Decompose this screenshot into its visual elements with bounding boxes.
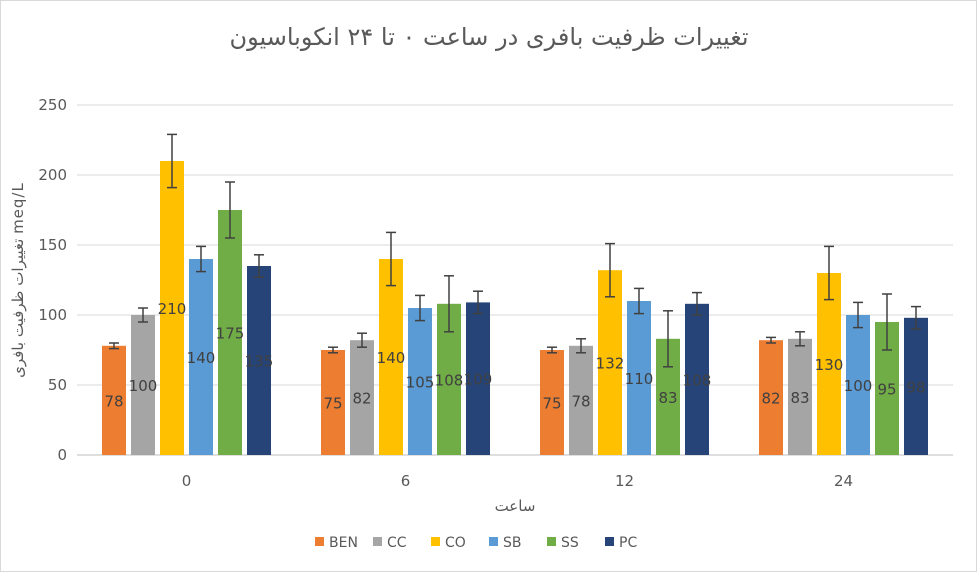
data-label: 140 bbox=[187, 349, 216, 367]
x-axis-title: ساعت bbox=[495, 497, 536, 515]
data-label: 109 bbox=[464, 371, 493, 389]
data-label: 82 bbox=[352, 390, 371, 408]
data-label: 105 bbox=[406, 374, 435, 392]
legend-swatch bbox=[373, 537, 382, 546]
error-bars bbox=[109, 133, 921, 368]
data-label: 100 bbox=[129, 377, 158, 395]
legend-label: SS bbox=[561, 535, 579, 551]
legend-swatch bbox=[605, 537, 614, 546]
bar bbox=[817, 273, 841, 455]
data-label: 175 bbox=[216, 325, 245, 343]
data-label: 95 bbox=[877, 381, 896, 399]
bar bbox=[247, 266, 271, 455]
data-label: 98 bbox=[906, 378, 925, 396]
bar bbox=[160, 161, 184, 455]
bar bbox=[466, 302, 490, 455]
bar bbox=[540, 350, 564, 455]
legend-swatch bbox=[489, 537, 498, 546]
data-label: 100 bbox=[844, 377, 873, 395]
y-tick-label: 250 bbox=[38, 96, 67, 114]
bar bbox=[379, 259, 403, 455]
legend-label: SB bbox=[503, 535, 522, 551]
x-tick-label: 12 bbox=[615, 472, 634, 490]
bar bbox=[627, 301, 651, 455]
data-label: 108 bbox=[683, 371, 712, 389]
data-label: 78 bbox=[104, 392, 123, 410]
bar bbox=[218, 210, 242, 455]
y-axis-title: تغییرات ظرفیت بافری meq/L bbox=[9, 182, 27, 378]
legend-label: BEN bbox=[329, 535, 358, 551]
y-tick-label: 150 bbox=[38, 236, 67, 254]
data-label: 83 bbox=[790, 389, 809, 407]
bar bbox=[598, 270, 622, 455]
data-label: 140 bbox=[377, 349, 406, 367]
bar bbox=[788, 338, 812, 455]
data-label: 75 bbox=[323, 395, 342, 413]
data-label: 210 bbox=[158, 300, 187, 318]
data-label: 108 bbox=[435, 371, 464, 389]
bar bbox=[904, 317, 928, 455]
x-tick-label: 6 bbox=[401, 472, 411, 490]
y-axis-ticks: 0 50 100 150 200 250 bbox=[38, 96, 67, 464]
bar bbox=[759, 340, 783, 455]
x-tick-label: 24 bbox=[834, 472, 853, 490]
data-label: 78 bbox=[571, 392, 590, 410]
legend-swatch bbox=[431, 537, 440, 546]
data-label: 83 bbox=[658, 389, 677, 407]
x-tick-label: 0 bbox=[182, 472, 192, 490]
bar bbox=[350, 340, 374, 455]
x-axis-ticks: 0 6 12 24 bbox=[182, 472, 853, 490]
legend-swatch bbox=[315, 537, 324, 546]
legend: BEN CC CO SB SS PC bbox=[315, 535, 637, 551]
data-label: 135 bbox=[245, 353, 274, 371]
bar bbox=[846, 315, 870, 455]
chart-title: تغییرات ظرفیت بافری در ساعت ۰ تا ۲۴ انکو… bbox=[229, 23, 748, 51]
legend-label: PC bbox=[619, 535, 637, 551]
y-tick-label: 200 bbox=[38, 166, 67, 184]
y-tick-label: 50 bbox=[48, 376, 67, 394]
bar bbox=[131, 315, 155, 455]
bar bbox=[569, 345, 593, 455]
data-label: 110 bbox=[625, 370, 654, 388]
data-label: 132 bbox=[596, 355, 625, 373]
data-label: 82 bbox=[761, 390, 780, 408]
bars bbox=[102, 161, 928, 455]
data-label: 130 bbox=[815, 356, 844, 374]
bar bbox=[408, 308, 432, 455]
legend-label: CO bbox=[445, 535, 466, 551]
legend-swatch bbox=[547, 537, 556, 546]
bar bbox=[321, 350, 345, 455]
data-label: 75 bbox=[542, 395, 561, 413]
y-tick-label: 0 bbox=[57, 446, 67, 464]
bar bbox=[189, 259, 213, 455]
y-tick-label: 100 bbox=[38, 306, 67, 324]
bar bbox=[685, 303, 709, 455]
legend-label: CC bbox=[387, 535, 407, 551]
bar bbox=[102, 345, 126, 455]
